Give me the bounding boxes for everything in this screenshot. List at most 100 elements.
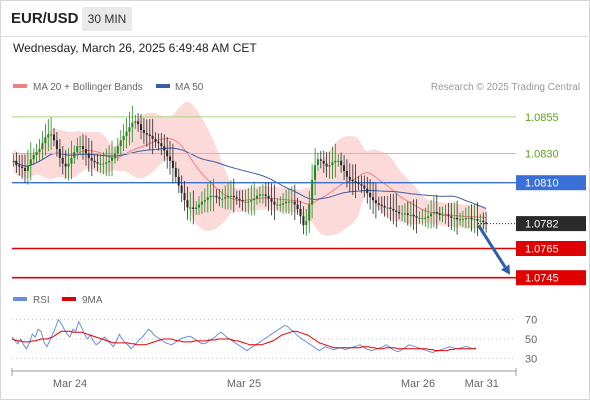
candle-body [412,214,415,217]
candle-body [192,207,195,209]
time-tick-label: Mar 26 [401,378,435,390]
candle-body [383,206,386,208]
ma50-legend-label: MA 50 [175,82,204,93]
candle-body [29,159,32,166]
candle-body [218,197,221,199]
candle-body [322,160,325,164]
candle-body [305,220,308,226]
candle-body [58,149,61,158]
candle-body [99,163,102,165]
candle-body [374,200,377,204]
candle-body [372,197,375,201]
candle-body [134,121,137,123]
rsi-tick-label: 30 [525,353,537,365]
level-labels: 1.0855 1.0830 1.0810 1.0782 1.0765 1.0745 [516,112,586,286]
candle-body [421,217,424,219]
candle-body [316,159,319,166]
time-tick-label: Mar 25 [227,378,261,390]
candle-body [195,207,198,209]
candle-body [215,195,218,198]
candle-body [293,201,296,205]
candle-body [287,201,290,203]
candle-body [200,201,203,205]
candle-body [450,216,453,218]
level-label: 1.0782 [525,219,559,231]
candle-body [424,217,427,219]
candle-body [467,217,470,219]
candle-body [47,134,50,138]
candle-body [122,135,125,141]
candle-body [87,153,90,158]
candle-body [21,166,24,169]
timeframe-badge[interactable]: 30 MIN [82,7,132,31]
ma9-legend-label: 9MA [82,295,103,306]
candle-body [285,201,288,204]
candle-body [206,197,209,201]
candle-body [456,217,459,220]
candle-body [142,130,145,133]
candle-body [398,211,401,214]
chart-legend: MA 20 + Bollinger Bands MA 50 Research ©… [13,82,580,93]
candle-body [302,216,305,226]
rsi-legend-swatch [13,297,27,301]
candle-body [253,198,256,201]
candle-body [171,160,174,169]
candle-body [227,195,230,198]
rsi-legend-label: RSI [33,295,50,306]
candle-body [102,163,105,165]
candle-body [140,124,143,130]
candle-body [183,192,186,201]
candle-body [392,209,395,211]
candle-body [380,204,383,207]
candle-body [70,157,73,164]
candle-body [82,146,85,150]
candle-body [53,134,56,141]
candle-body [296,204,299,209]
candle-body [377,203,380,205]
candle-body [247,201,250,203]
candle-body [473,219,476,221]
candle-body [441,214,444,216]
candle-body [366,188,369,193]
candle-body [224,197,227,199]
candle-body [351,179,354,182]
candle-body [203,200,206,202]
candle-body [157,141,160,144]
rsi-tick-label: 50 [525,334,537,346]
candle-body [76,146,79,152]
level-label: 1.0765 [525,244,559,256]
forecast-arrow-head [500,264,510,275]
candle-body [308,204,311,221]
candle-body [479,220,482,222]
candle-body [267,195,270,199]
candle-body [235,197,238,199]
candle-body [18,165,21,167]
candle-body [415,216,418,218]
ma20-legend-swatch [13,84,27,88]
candle-body [93,160,96,163]
candle-body [270,198,273,202]
candle-body [264,194,267,196]
candle-body [345,171,348,177]
candle-body [35,152,38,155]
candle-body [38,149,41,152]
candle-body [427,216,430,218]
candle-body [24,168,27,171]
candle-body [229,195,232,197]
candle-body [430,213,433,217]
candle-body [334,160,337,163]
level-label-box [516,241,586,256]
moving-averages [13,138,487,219]
candle-body [166,150,169,157]
candle-body [244,201,247,203]
candle-body [406,213,409,215]
candle-body [290,201,293,203]
candle-body [125,131,128,136]
candle-body [403,213,406,215]
level-label-box [516,216,586,232]
candle-body [111,157,114,161]
candle-body [363,185,366,189]
candle-body [116,146,119,154]
candle-body [389,207,392,209]
level-label: 1.0855 [525,112,559,124]
